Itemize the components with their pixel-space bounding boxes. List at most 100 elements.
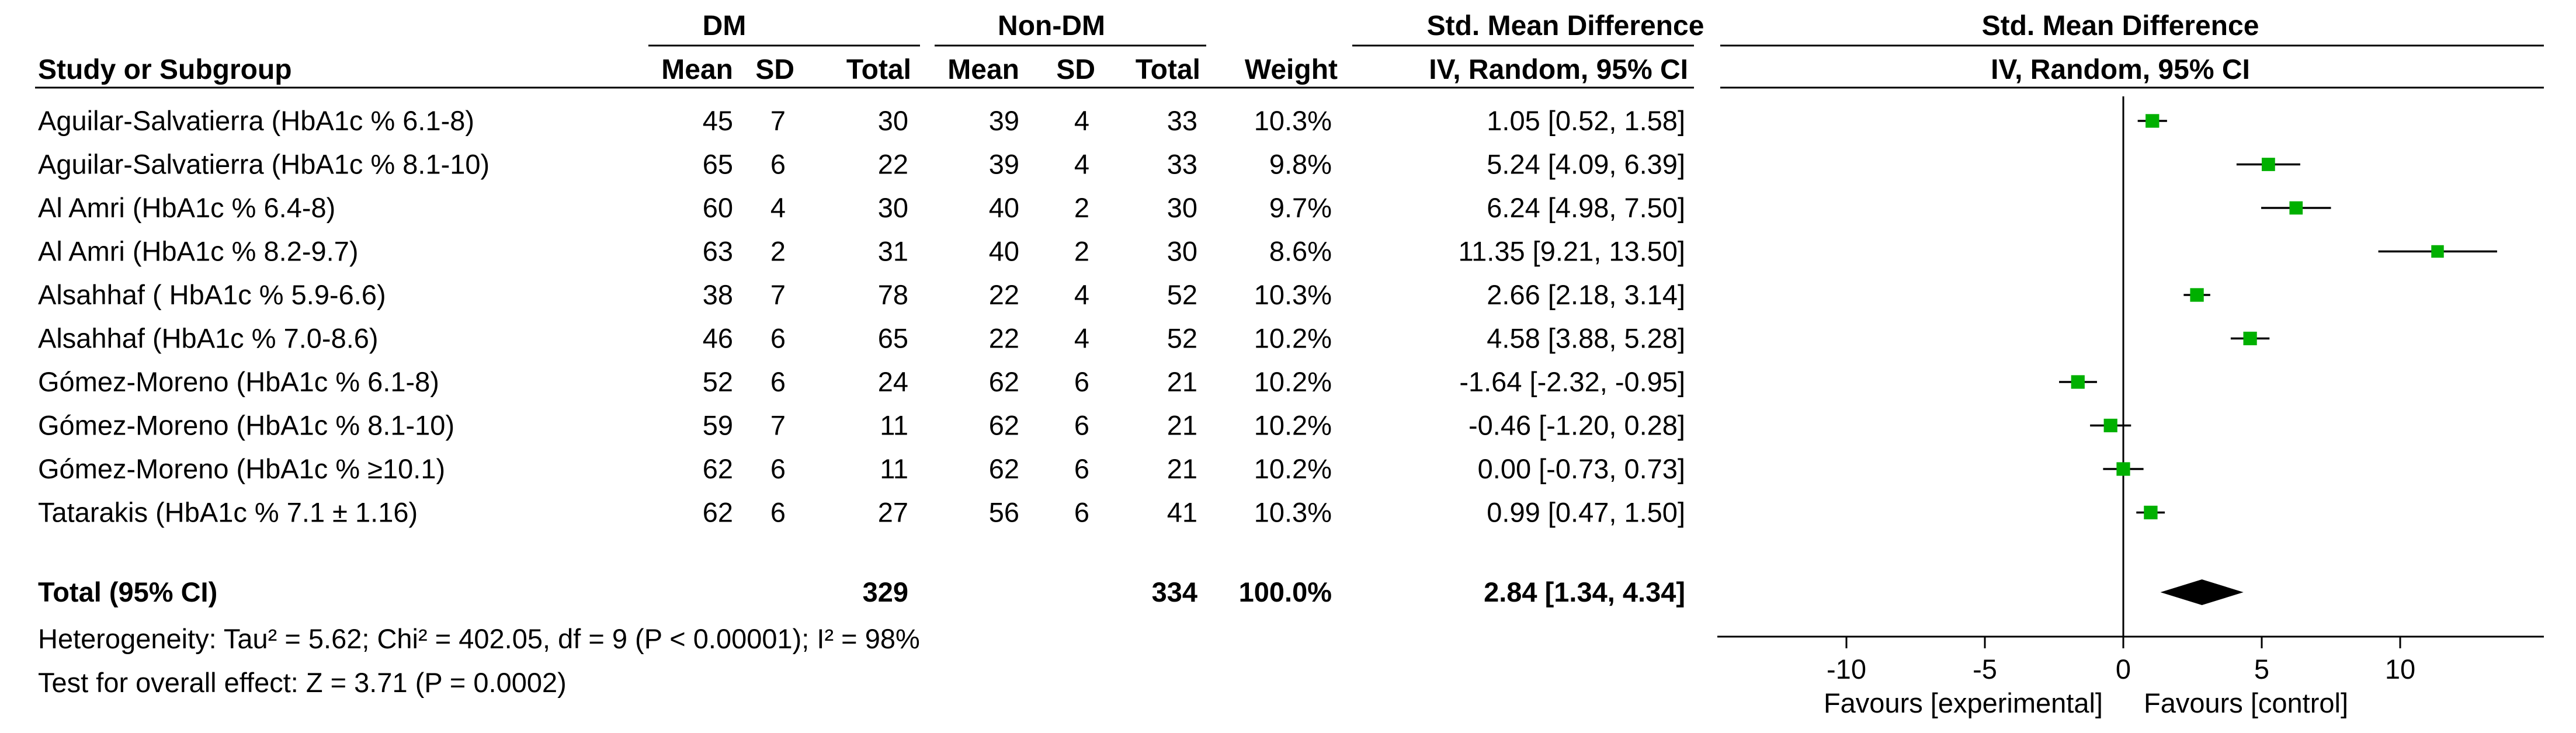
cell-total-dm: 11: [880, 453, 908, 484]
cell-total-nondm: 30: [1167, 236, 1197, 267]
cell-mean-dm: 45: [703, 105, 733, 136]
x-tick-label: 5: [2254, 654, 2269, 685]
cell-mean-dm: 52: [703, 366, 733, 397]
cell-mean-nondm: 62: [989, 366, 1019, 397]
cell-sd-nondm: 6: [1074, 366, 1089, 397]
table-row: Aguilar-Salvatierra (HbA1c % 6.1-8) 45 7 30…: [38, 105, 1685, 136]
column-header-effect-method: IV, Random, 95% CI: [1429, 54, 1688, 85]
cell-mean-nondm: 40: [989, 192, 1019, 223]
column-header-sd-dm: SD: [755, 54, 794, 85]
effect-point: [2261, 158, 2275, 171]
cell-sd-nondm: 4: [1074, 279, 1089, 310]
cell-smd-ci: 11.35 [9.21, 13.50]: [1458, 236, 1685, 267]
cell-study: Aguilar-Salvatierra (HbA1c % 8.1-10): [38, 149, 489, 180]
effect-point: [2190, 288, 2204, 302]
cell-study: Gómez-Moreno (HbA1c % ≥10.1): [38, 453, 445, 484]
cell-sd-dm: 6: [770, 366, 786, 397]
cell-total-nondm: 52: [1167, 323, 1197, 354]
cell-sd-dm: 2: [770, 236, 786, 267]
cell-mean-nondm: 22: [989, 279, 1019, 310]
column-header-study: Study or Subgroup: [38, 54, 292, 85]
x-tick-label: -10: [1827, 654, 1866, 685]
cell-mean-dm: 63: [703, 236, 733, 267]
cell-sd-dm: 6: [770, 497, 786, 528]
cell-weight: 10.2%: [1254, 366, 1332, 397]
cell-study: Alsahhaf ( HbA1c % 5.9-6.6): [38, 279, 386, 310]
group-header-non-dm: Non-DM: [998, 11, 1105, 41]
cell-sd-nondm: 6: [1074, 453, 1089, 484]
effect-point: [2431, 245, 2444, 258]
cell-smd-ci: 5.24 [4.09, 6.39]: [1487, 149, 1685, 180]
plot-header-smd: Std. Mean Difference: [1982, 11, 2259, 41]
cell-total-dm: 22: [878, 149, 908, 180]
cell-sd-nondm: 4: [1074, 105, 1089, 136]
cell-total-nondm: 21: [1167, 453, 1197, 484]
cell-total-dm: 65: [878, 323, 908, 354]
cell-smd-ci: 6.24 [4.98, 7.50]: [1487, 192, 1685, 223]
cell-sd-nondm: 4: [1074, 323, 1089, 354]
cell-weight: 8.6%: [1269, 236, 1332, 267]
favours-experimental-label: Favours [experimental]: [1824, 687, 2103, 718]
cell-total-dm: 30: [878, 192, 908, 223]
cell-mean-nondm: 22: [989, 323, 1019, 354]
cell-mean-dm: 60: [703, 192, 733, 223]
table-row: Tatarakis (HbA1c % 7.1 ± 1.16) 62 6 27 56 6 41…: [38, 497, 1685, 528]
table-row: Alsahhaf (HbA1c % 7.0-8.6) 46 6 65 22 4 52 10.2…: [38, 323, 1685, 354]
cell-sd-nondm: 6: [1074, 497, 1089, 528]
cell-total-nondm: 41: [1167, 497, 1197, 528]
cell-total-dm: 78: [878, 279, 908, 310]
cell-mean-nondm: 62: [989, 453, 1019, 484]
cell-sd-dm: 7: [770, 105, 786, 136]
cell-mean-dm: 62: [703, 497, 733, 528]
cell-weight: 10.3%: [1254, 105, 1332, 136]
cell-total-dm: 24: [878, 366, 908, 397]
cell-sd-nondm: 4: [1074, 149, 1089, 180]
cell-mean-dm: 38: [703, 279, 733, 310]
cell-weight: 10.2%: [1254, 323, 1332, 354]
cell-total-dm: 31: [878, 236, 908, 267]
cell-sd-nondm: 2: [1074, 236, 1089, 267]
cell-sd-dm: 7: [770, 279, 786, 310]
effect-point: [2145, 114, 2160, 128]
cell-study: Al Amri (HbA1c % 6.4-8): [38, 192, 335, 223]
cell-mean-dm: 62: [703, 453, 733, 484]
cell-total-dm: 27: [878, 497, 908, 528]
heterogeneity-text: Heterogeneity: Tau² = 5.62; Chi² = 402.0…: [38, 623, 920, 654]
cell-study: Alsahhaf (HbA1c % 7.0-8.6): [38, 323, 379, 354]
cell-study: Tatarakis (HbA1c % 7.1 ± 1.16): [38, 497, 418, 528]
forest-plot-area: -10 -5 0 5 10 Favours [experimental] Favours […: [1717, 96, 2544, 718]
cell-mean-nondm: 39: [989, 149, 1019, 180]
cell-smd-ci: -0.46 [-1.20, 0.28]: [1468, 410, 1685, 441]
total-dm: 329: [863, 576, 908, 607]
column-header-sd-nondm: SD: [1056, 54, 1095, 85]
effect-point: [2243, 331, 2257, 346]
cell-sd-dm: 6: [770, 149, 786, 180]
plot-header-method: IV, Random, 95% CI: [1991, 54, 2250, 85]
cell-mean-dm: 65: [703, 149, 733, 180]
effect-point: [2071, 375, 2085, 389]
cell-sd-nondm: 6: [1074, 410, 1089, 441]
cell-study: Gómez-Moreno (HbA1c % 8.1-10): [38, 410, 454, 441]
total-label: Total (95% CI): [38, 576, 217, 607]
total-weight: 100.0%: [1239, 576, 1332, 607]
cell-total-nondm: 52: [1167, 279, 1197, 310]
cell-study: Gómez-Moreno (HbA1c % 6.1-8): [38, 366, 439, 397]
cell-total-dm: 30: [878, 105, 908, 136]
cell-smd-ci: -1.64 [-2.32, -0.95]: [1459, 366, 1685, 397]
cell-weight: 10.2%: [1254, 453, 1332, 484]
cell-mean-dm: 59: [703, 410, 733, 441]
cell-mean-nondm: 56: [989, 497, 1019, 528]
cell-sd-nondm: 2: [1074, 192, 1089, 223]
effect-point: [2103, 418, 2117, 433]
table-row: Gómez-Moreno (HbA1c % 8.1-10) 59 7 11 62 6 21 1…: [38, 410, 1685, 441]
cell-weight: 9.7%: [1269, 192, 1332, 223]
table-row: Gómez-Moreno (HbA1c % ≥10.1) 62 6 11 62 6 21 10…: [38, 453, 1685, 484]
cell-smd-ci: 2.66 [2.18, 3.14]: [1487, 279, 1685, 310]
cell-total-nondm: 33: [1167, 149, 1197, 180]
cell-total-nondm: 30: [1167, 192, 1197, 223]
favours-control-label: Favours [control]: [2144, 687, 2348, 718]
cell-study: Aguilar-Salvatierra (HbA1c % 6.1-8): [38, 105, 474, 136]
cell-study: Al Amri (HbA1c % 8.2-9.7): [38, 236, 359, 267]
column-header-total-dm: Total: [846, 54, 911, 85]
